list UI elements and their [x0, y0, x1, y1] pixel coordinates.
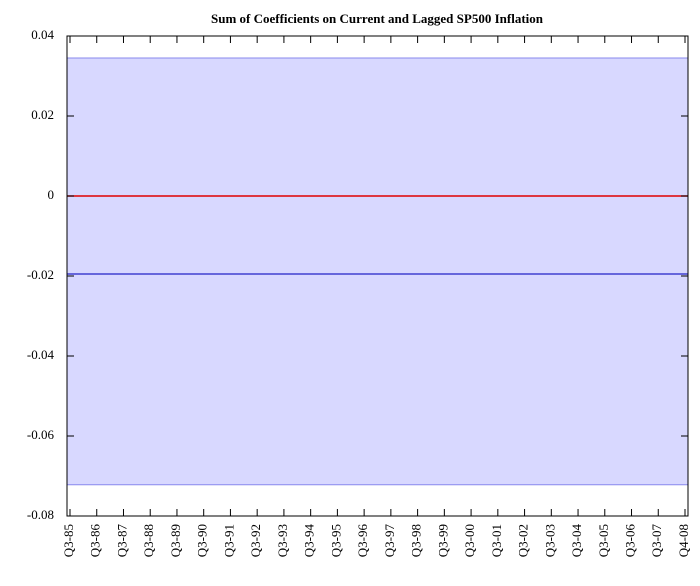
band-segment: [297, 58, 325, 485]
x-tick-label: Q3-01: [489, 524, 504, 557]
band-segment: [564, 58, 592, 485]
x-tick-label: Q3-92: [248, 524, 263, 557]
y-tick-label: 0: [48, 187, 55, 202]
x-tick-label: Q3-86: [88, 524, 103, 558]
x-tick-label: Q3-91: [221, 524, 236, 557]
band-segment: [404, 58, 432, 485]
band-segment: [377, 58, 405, 485]
y-tick-label: 0.02: [31, 107, 54, 122]
x-tick-label: Q3-06: [623, 524, 638, 558]
chart-title: Sum of Coefficients on Current and Lagge…: [211, 11, 544, 26]
x-tick-label: Q3-96: [355, 524, 370, 558]
band-segment: [190, 58, 218, 485]
x-tick-label: Q3-05: [596, 524, 611, 557]
band-segment: [83, 58, 111, 485]
band-segment: [511, 58, 539, 485]
x-tick-label: Q3-90: [195, 524, 210, 557]
x-tick-label: Q3-94: [302, 524, 317, 558]
band-segment: [110, 58, 138, 485]
band-segment: [644, 58, 673, 485]
x-tick-label: Q3-04: [569, 524, 584, 558]
x-tick-label: Q3-87: [114, 524, 129, 558]
x-tick-label: Q3-99: [435, 524, 450, 557]
x-tick-label: Q3-00: [462, 524, 477, 557]
y-tick-label: -0.04: [27, 347, 55, 362]
band-segment: [537, 58, 566, 485]
band-segment: [136, 58, 165, 485]
x-tick-label: Q3-89: [168, 524, 183, 557]
band-segment: [671, 58, 689, 485]
band-segment: [430, 58, 459, 485]
y-tick-label: -0.02: [27, 267, 54, 282]
x-tick-label: Q3-97: [382, 524, 397, 558]
band-segment: [217, 58, 245, 485]
y-tick-label: 0.04: [31, 27, 54, 42]
x-tick-label: Q3-07: [649, 524, 664, 558]
band-segment: [618, 58, 646, 485]
x-tick-label: Q3-03: [542, 524, 557, 557]
band-segment: [350, 58, 378, 485]
x-tick-label: Q3-88: [141, 524, 156, 557]
x-tick-label: Q3-93: [275, 524, 290, 557]
y-tick-label: -0.06: [27, 427, 55, 442]
x-tick-label: Q3-02: [516, 524, 531, 557]
band-segment: [67, 58, 84, 485]
band-segment: [163, 58, 191, 485]
band-segment: [324, 58, 352, 485]
band-segment: [484, 58, 512, 485]
band-segment: [243, 58, 272, 485]
band-segment: [591, 58, 619, 485]
x-tick-label: Q3-98: [409, 524, 424, 557]
x-tick-label: Q3-95: [328, 524, 343, 557]
y-tick-label: -0.08: [27, 507, 54, 522]
x-tick-label: Q3-85: [61, 524, 76, 557]
x-tick-label: Q4-08: [676, 524, 691, 557]
band-segment: [270, 58, 298, 485]
band-segment: [457, 58, 485, 485]
